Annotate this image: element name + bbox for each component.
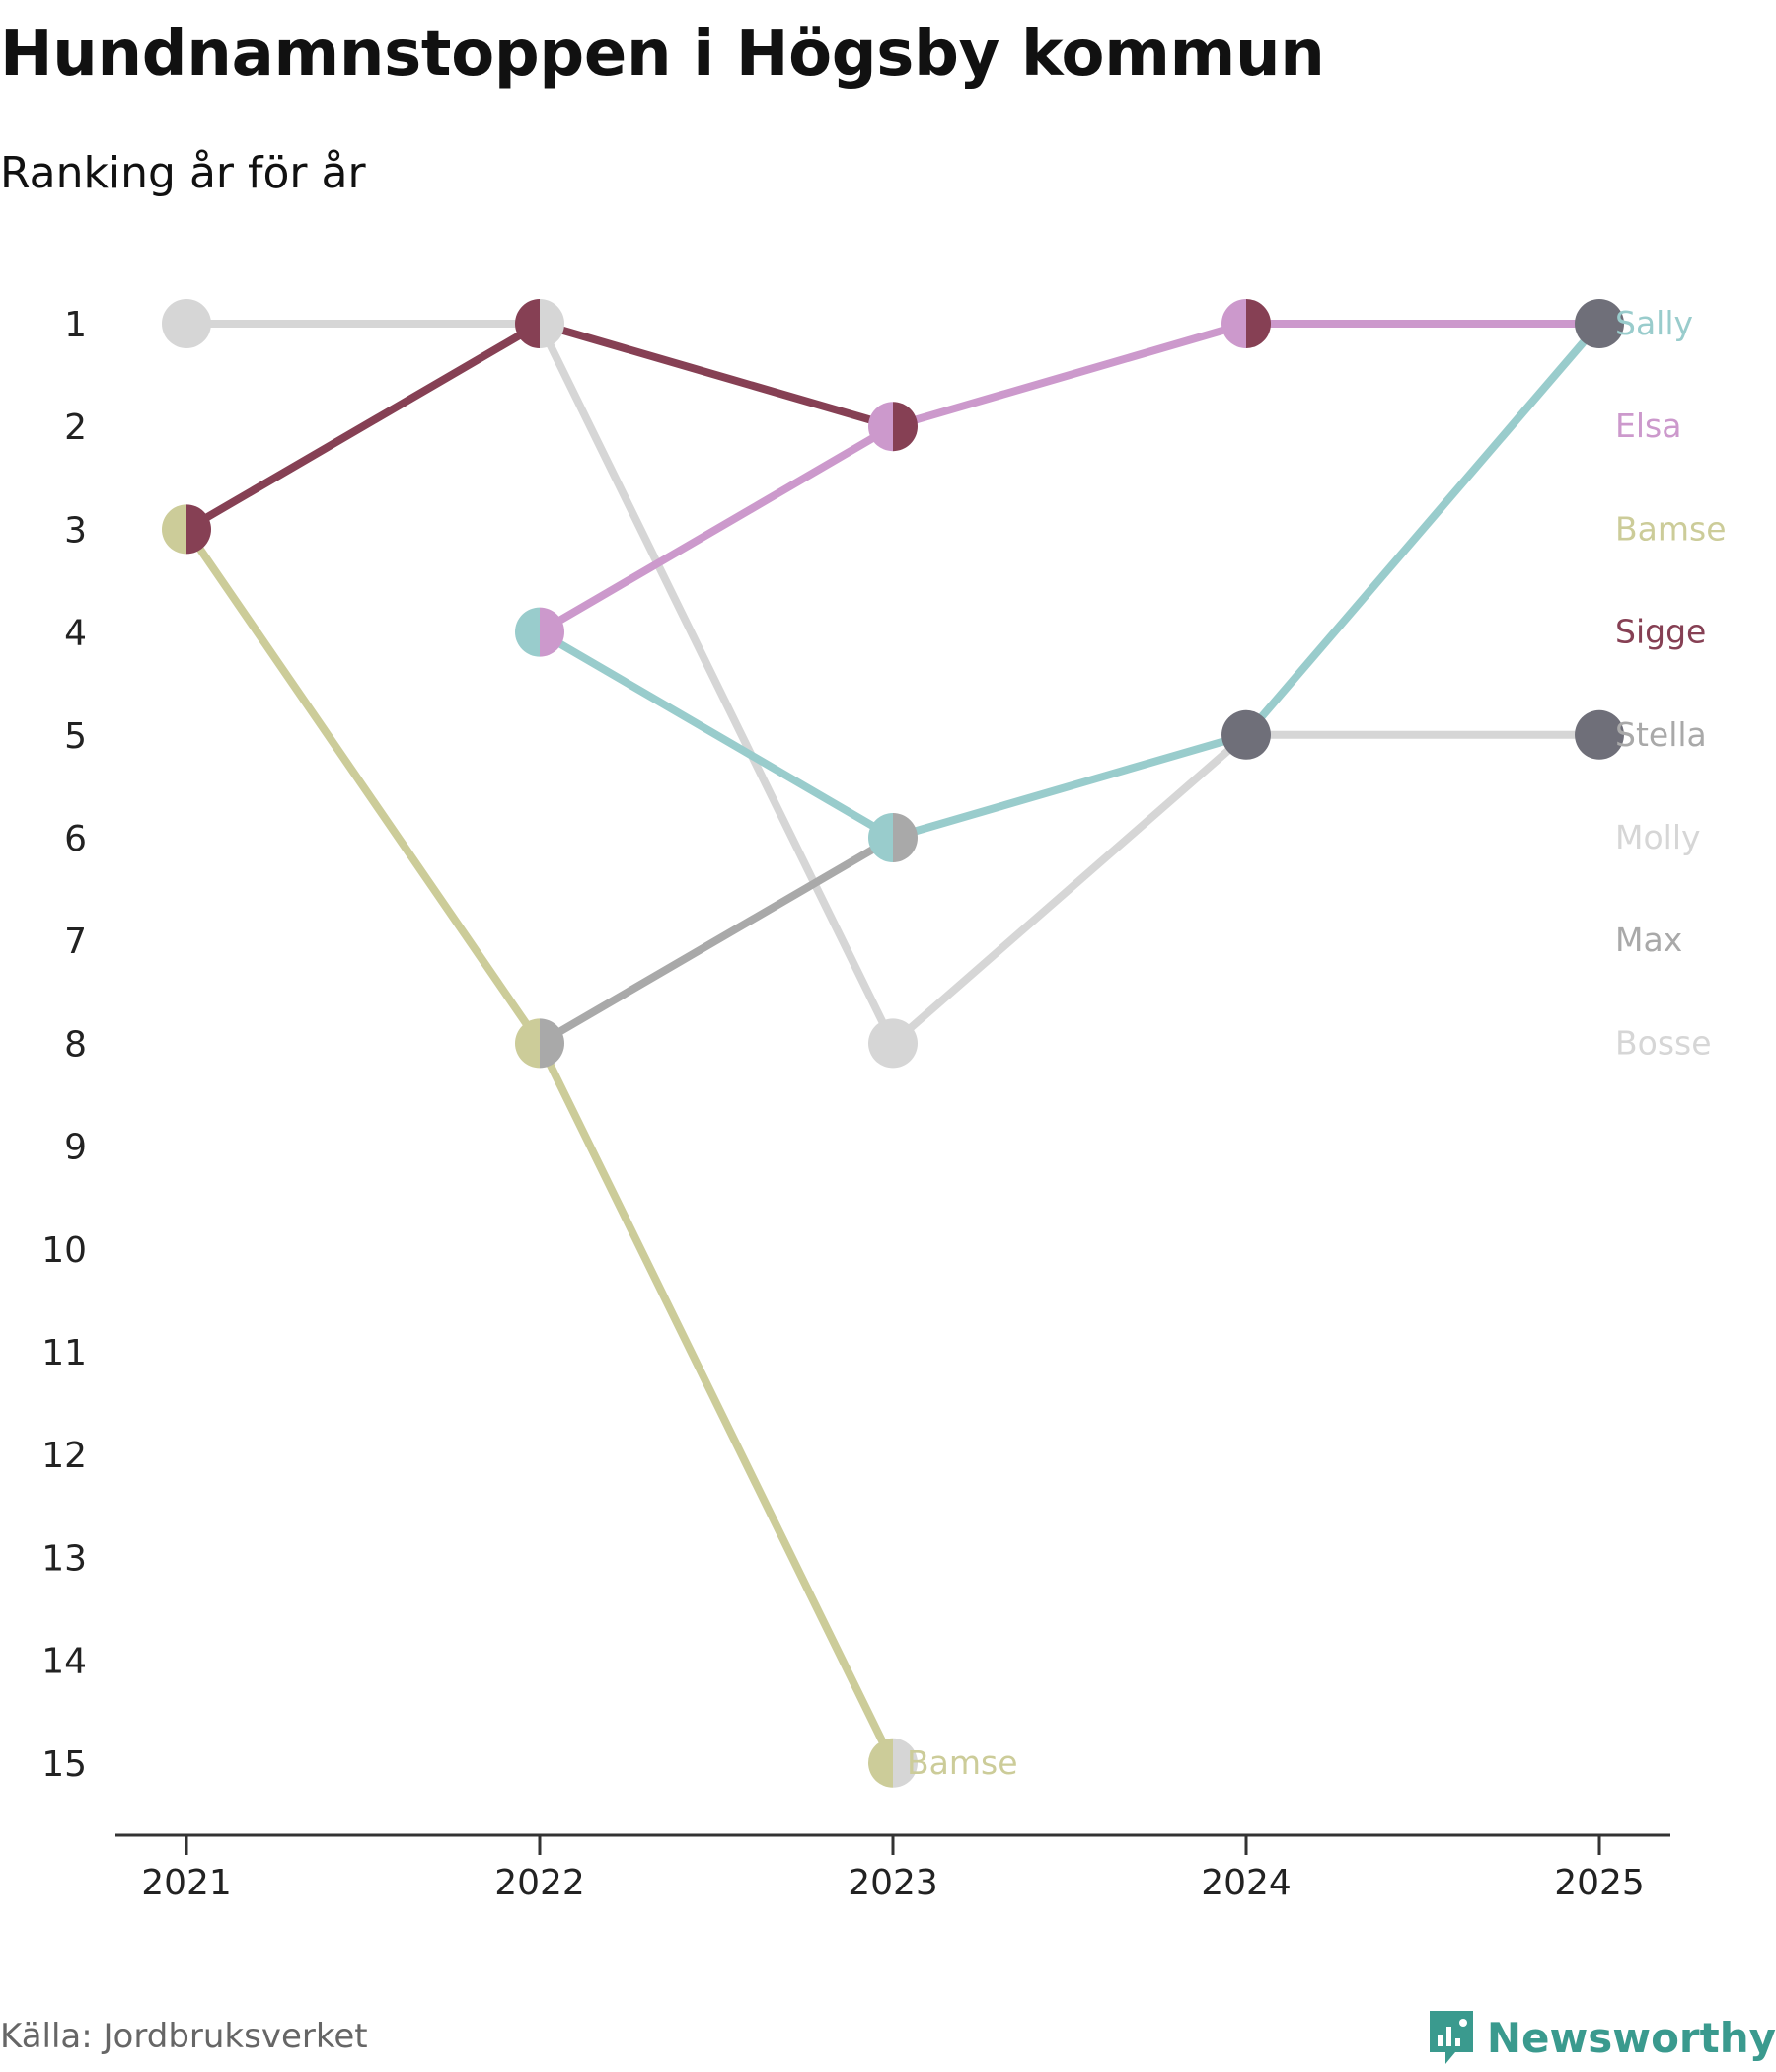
legend-label-bosse: Bosse [1615, 1023, 1712, 1062]
marker-left-half [515, 299, 540, 348]
y-tick-label: 11 [41, 1333, 87, 1373]
rank-marker [868, 1738, 918, 1788]
marker-left-half [868, 402, 893, 452]
marker-right-half [186, 299, 211, 348]
brand-name: Newsworthy [1486, 2013, 1776, 2062]
marker-right-half [893, 1018, 918, 1069]
marker-right-half [893, 402, 918, 452]
rank-marker [868, 813, 918, 862]
x-tick-label: 2022 [494, 1863, 585, 1903]
marker-right-half [540, 299, 564, 348]
rank-marker [161, 504, 212, 555]
marker-right-half [1246, 709, 1271, 760]
marker-left-half [515, 607, 540, 657]
source-note: Källa: Jordbruksverket [0, 2017, 368, 2056]
y-tick-label: 10 [41, 1230, 87, 1271]
y-tick-label: 5 [64, 716, 87, 757]
rank-marker [162, 299, 211, 348]
y-tick-label: 2 [64, 407, 87, 448]
rank-marker [515, 1018, 564, 1069]
marker-left-half [868, 1018, 893, 1069]
series-line-bosse [183, 320, 1250, 1048]
marker-right-half [186, 504, 212, 555]
marker-right-half [1246, 299, 1271, 348]
y-tick-label: 8 [64, 1024, 87, 1065]
y-tick-label: 14 [41, 1642, 87, 1682]
marker-left-half [868, 813, 893, 862]
y-tick-label: 15 [41, 1744, 87, 1785]
marker-right-half [1599, 709, 1624, 760]
rank-marker [1221, 299, 1271, 348]
y-tick-label: 13 [41, 1538, 87, 1579]
marker-left-half [1221, 709, 1246, 760]
legend-label-max: Max [1615, 921, 1682, 959]
y-tick-label: 7 [64, 922, 87, 962]
series-line-max [536, 834, 897, 1048]
legend: Sally Elsa Bamse Sigge Stella Molly Max Bosse [1615, 304, 1727, 1062]
y-tick-label: 4 [64, 614, 87, 654]
marker-left-half [1221, 299, 1246, 348]
marker-right-half [893, 813, 918, 862]
y-tick-label: 6 [64, 819, 87, 859]
rank-marker [868, 1018, 918, 1069]
marker-left-half [162, 299, 186, 348]
y-tick-label: 12 [41, 1436, 87, 1476]
series-line-sally [536, 320, 1603, 842]
marker-right-half [540, 607, 564, 657]
marker-right-half [540, 1018, 564, 1069]
rank-marker [868, 402, 918, 452]
series-line-sigge [183, 320, 897, 534]
rank-marker [1221, 709, 1271, 760]
y-tick-label: 1 [64, 305, 87, 345]
chart-title: Hundnamnstoppen i Högsby kommun [0, 18, 1325, 91]
newsworthy-logo-icon [1429, 2011, 1473, 2064]
legend-label-molly: Molly [1615, 818, 1701, 856]
brand: Newsworthy [1426, 2009, 1776, 2066]
rank-marker [1575, 299, 1624, 348]
y-tick-label: 3 [64, 510, 87, 551]
rank-marker [515, 607, 564, 657]
marker-right-half [893, 1738, 918, 1788]
x-axis: 2021 2022 2023 2024 2025 [115, 1833, 1670, 1903]
legend-label-bamse: Bamse [1615, 509, 1727, 548]
y-tick-label: 9 [64, 1128, 87, 1168]
marker-right-half [1599, 299, 1624, 348]
x-tick-label: 2025 [1554, 1863, 1645, 1903]
x-tick-label: 2023 [848, 1863, 938, 1903]
marker-left-half [161, 504, 186, 555]
annotation-label: Bamse [907, 1743, 1018, 1782]
rank-markers [161, 299, 1624, 1788]
marker-left-half [1575, 299, 1599, 348]
legend-label-stella: Stella [1615, 715, 1707, 754]
marker-left-half [515, 1018, 540, 1069]
marker-left-half [1575, 709, 1599, 760]
x-tick-label: 2024 [1201, 1863, 1292, 1903]
legend-label-sigge: Sigge [1615, 613, 1706, 651]
annotations: Bamse [907, 1743, 1018, 1782]
legend-label-sally: Sally [1615, 304, 1693, 342]
series-line-bamse [183, 525, 897, 1767]
rank-marker [1575, 709, 1624, 760]
rank-marker [515, 299, 564, 348]
series-line-elsa [536, 320, 1603, 636]
chart-subtitle: Ranking år för år [0, 148, 366, 198]
marker-left-half [868, 1738, 893, 1788]
legend-label-elsa: Elsa [1615, 407, 1681, 445]
x-tick-label: 2021 [141, 1863, 232, 1903]
